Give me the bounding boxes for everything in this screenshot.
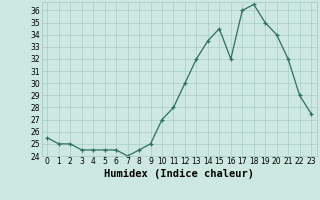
X-axis label: Humidex (Indice chaleur): Humidex (Indice chaleur)	[104, 169, 254, 179]
